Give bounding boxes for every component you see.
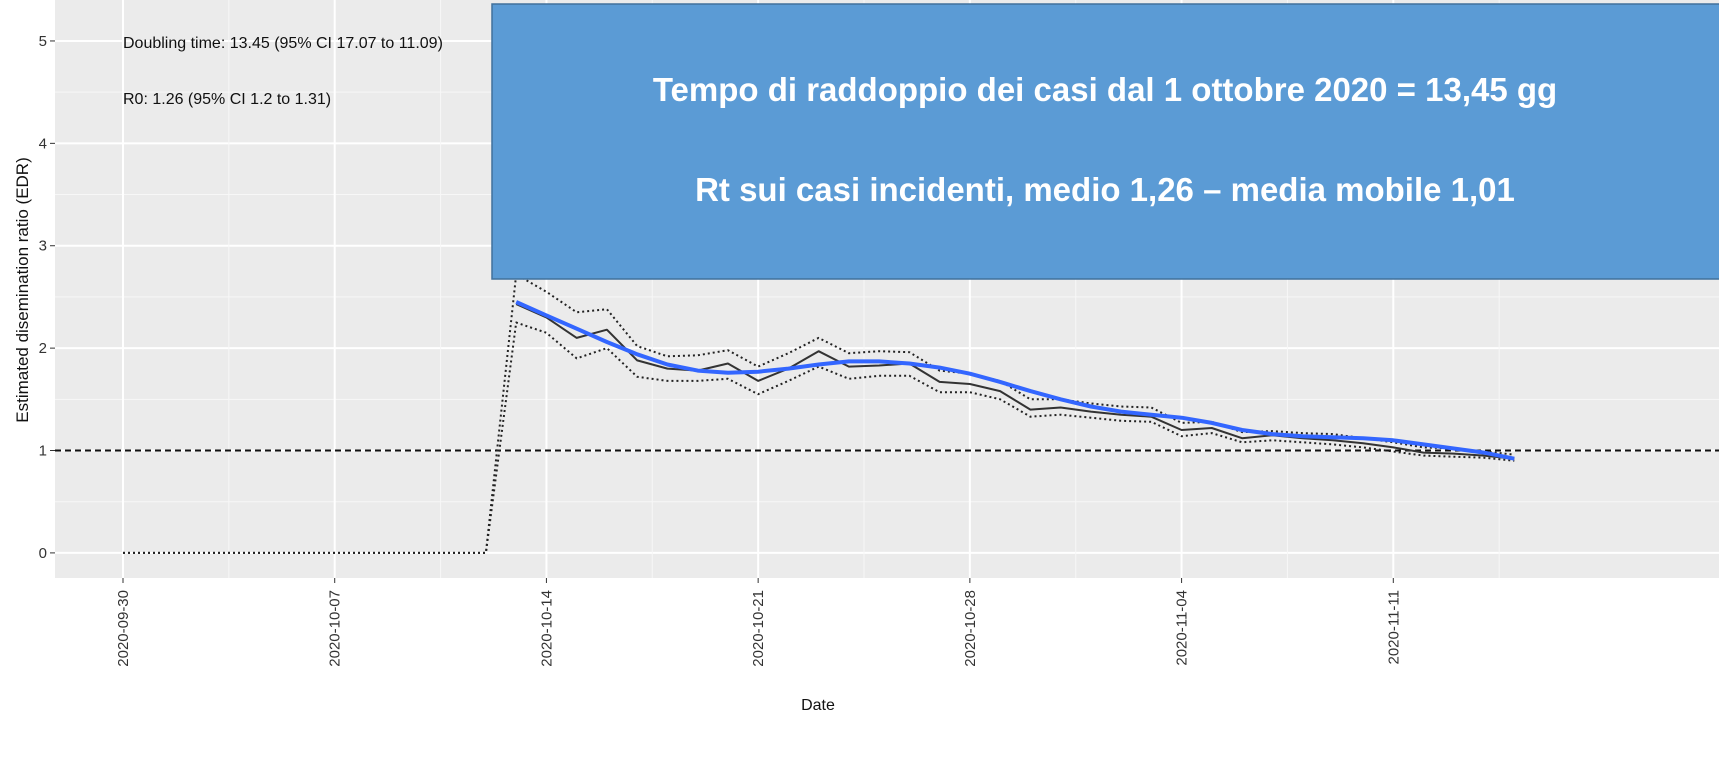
y-tick-label: 2 bbox=[39, 340, 47, 357]
series-line bbox=[123, 321, 1515, 554]
y-tick-label: 3 bbox=[39, 238, 47, 255]
x-axis-label: Date bbox=[801, 697, 835, 714]
callout-box bbox=[491, 3, 1719, 280]
x-tick-label: 2020-11-04 bbox=[1174, 590, 1191, 666]
callout-text: Tempo di raddoppio dei casi dal 1 ottobr… bbox=[653, 71, 1557, 108]
annotation: Doubling time: 13.45 (95% CI 17.07 to 11… bbox=[123, 35, 443, 52]
y-axis-label: Estimated disemination ratio (EDR) bbox=[13, 157, 32, 422]
x-tick-label: 2020-10-07 bbox=[327, 590, 344, 667]
y-tick-label: 5 bbox=[39, 33, 47, 50]
x-tick-label: 2020-10-21 bbox=[750, 590, 767, 667]
series-line bbox=[515, 303, 1515, 460]
y-tick-label: 1 bbox=[39, 443, 47, 460]
y-tick-label: 0 bbox=[39, 545, 47, 562]
x-tick-label: 2020-10-28 bbox=[962, 590, 979, 667]
x-tick-label: 2020-10-14 bbox=[538, 590, 555, 667]
annotation: R0: 1.26 (95% CI 1.2 to 1.31) bbox=[123, 91, 331, 108]
x-tick-label: 2020-09-30 bbox=[115, 590, 132, 667]
y-tick-label: 4 bbox=[39, 135, 47, 152]
callout-text: Rt sui casi incidenti, medio 1,26 – medi… bbox=[695, 171, 1515, 208]
x-tick-label: 2020-11-11 bbox=[1385, 590, 1402, 665]
series-line bbox=[515, 300, 1515, 461]
marks bbox=[55, 273, 1719, 554]
